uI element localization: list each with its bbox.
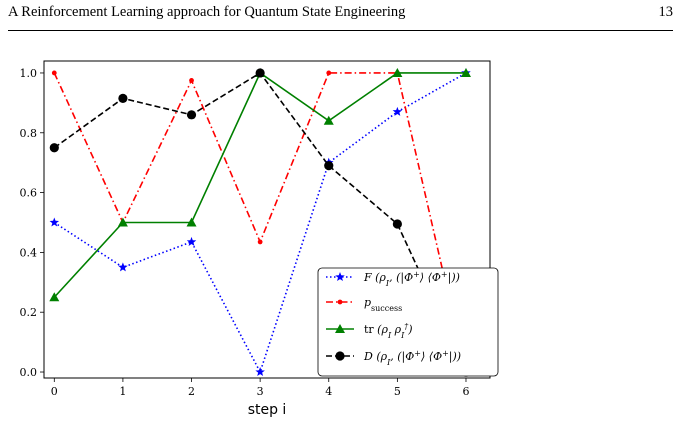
data-point	[51, 70, 57, 76]
data-point	[460, 67, 471, 77]
legend: F (ρI, (|Φ+⟩ ⟨Φ+|)) psuccess tr (ρI ρI†) D …	[317, 267, 499, 377]
y-tick-label: 0.2	[20, 306, 38, 319]
legend-marker	[335, 272, 345, 282]
legend-label: psuccess	[364, 296, 402, 313]
running-title: A Reinforcement Learning approach for Qu…	[8, 4, 406, 20]
y-tick-label: 0.6	[20, 187, 38, 200]
data-point	[323, 115, 334, 125]
data-point	[186, 236, 197, 246]
data-point	[117, 217, 128, 227]
data-point	[257, 239, 263, 245]
legend-marker	[335, 351, 345, 361]
page-header: A Reinforcement Learning approach for Qu…	[8, 2, 673, 24]
data-point	[189, 78, 194, 83]
data-point	[255, 367, 265, 377]
x-tick-label: 3	[257, 385, 264, 398]
y-tick-label: 0.4	[20, 246, 38, 259]
series-line	[53, 71, 466, 298]
x-tick-label: 6	[462, 385, 469, 398]
data-point	[186, 217, 197, 227]
data-point	[186, 110, 197, 120]
data-point	[49, 143, 59, 153]
plot-frame	[43, 60, 491, 379]
data-point	[392, 106, 403, 116]
legend-box	[317, 267, 499, 377]
data-point	[324, 161, 334, 171]
header-rule	[8, 30, 673, 31]
legend-label: tr (ρI ρI†)	[364, 322, 413, 340]
data-point	[49, 217, 60, 227]
y-tick-label: 1.0	[20, 67, 38, 80]
data-point	[392, 219, 402, 229]
series-2	[49, 67, 471, 302]
page-number: 13	[658, 4, 674, 20]
data-point	[118, 93, 128, 103]
x-axis-label: step i	[248, 402, 287, 418]
x-tick-label: 5	[394, 385, 401, 398]
y-tick-label: 0.0	[20, 366, 38, 379]
x-tick-label: 1	[119, 385, 126, 398]
legend-label: F (ρI, (|Φ+⟩ ⟨Φ+|))	[363, 270, 460, 288]
legend-marker	[337, 299, 343, 305]
data-point	[118, 262, 128, 272]
data-point	[392, 67, 403, 77]
data-point	[255, 68, 265, 78]
legend-marker	[335, 324, 345, 333]
legend-label: D (ρI, (|Φ+⟩ ⟨Φ+|))	[363, 349, 461, 367]
x-tick-label: 2	[188, 385, 195, 398]
x-tick-label: 0	[51, 385, 58, 398]
x-tick-label: 4	[325, 385, 332, 398]
y-tick-label: 0.8	[20, 127, 38, 140]
data-point	[49, 292, 60, 302]
data-point	[326, 70, 332, 76]
